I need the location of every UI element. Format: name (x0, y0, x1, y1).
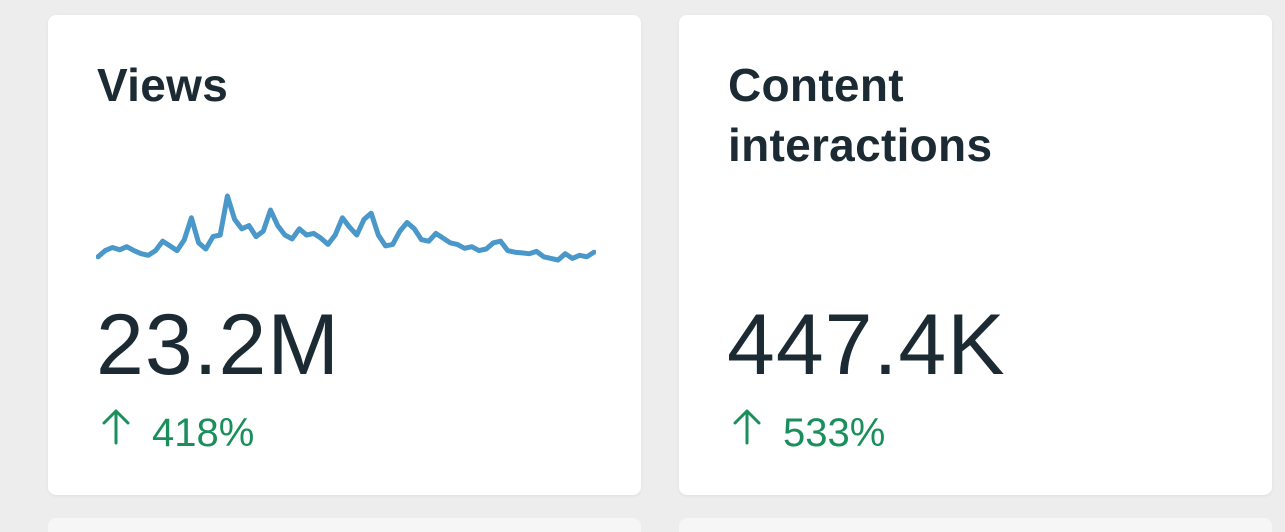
views-card[interactable]: Views 23.2M 418% (48, 15, 641, 495)
next-card-edge-right (679, 518, 1272, 532)
arrow-up-icon (731, 407, 763, 458)
content-interactions-value: 447.4K (727, 297, 1006, 393)
arrow-up-icon (100, 407, 132, 458)
views-sparkline-line (96, 193, 596, 263)
views-change-value: 418% (152, 410, 255, 455)
views-sparkline (96, 193, 596, 263)
views-change: 418% (100, 407, 254, 458)
content-interactions-change: 533% (731, 407, 885, 458)
content-interactions-card[interactable]: Content interactions 447.4K 533% (679, 15, 1272, 495)
views-value: 23.2M (96, 297, 341, 393)
content-interactions-change-value: 533% (783, 410, 886, 455)
next-card-edge-left (48, 518, 641, 532)
content-interactions-title: Content interactions (728, 59, 993, 171)
views-title: Views (97, 59, 229, 111)
